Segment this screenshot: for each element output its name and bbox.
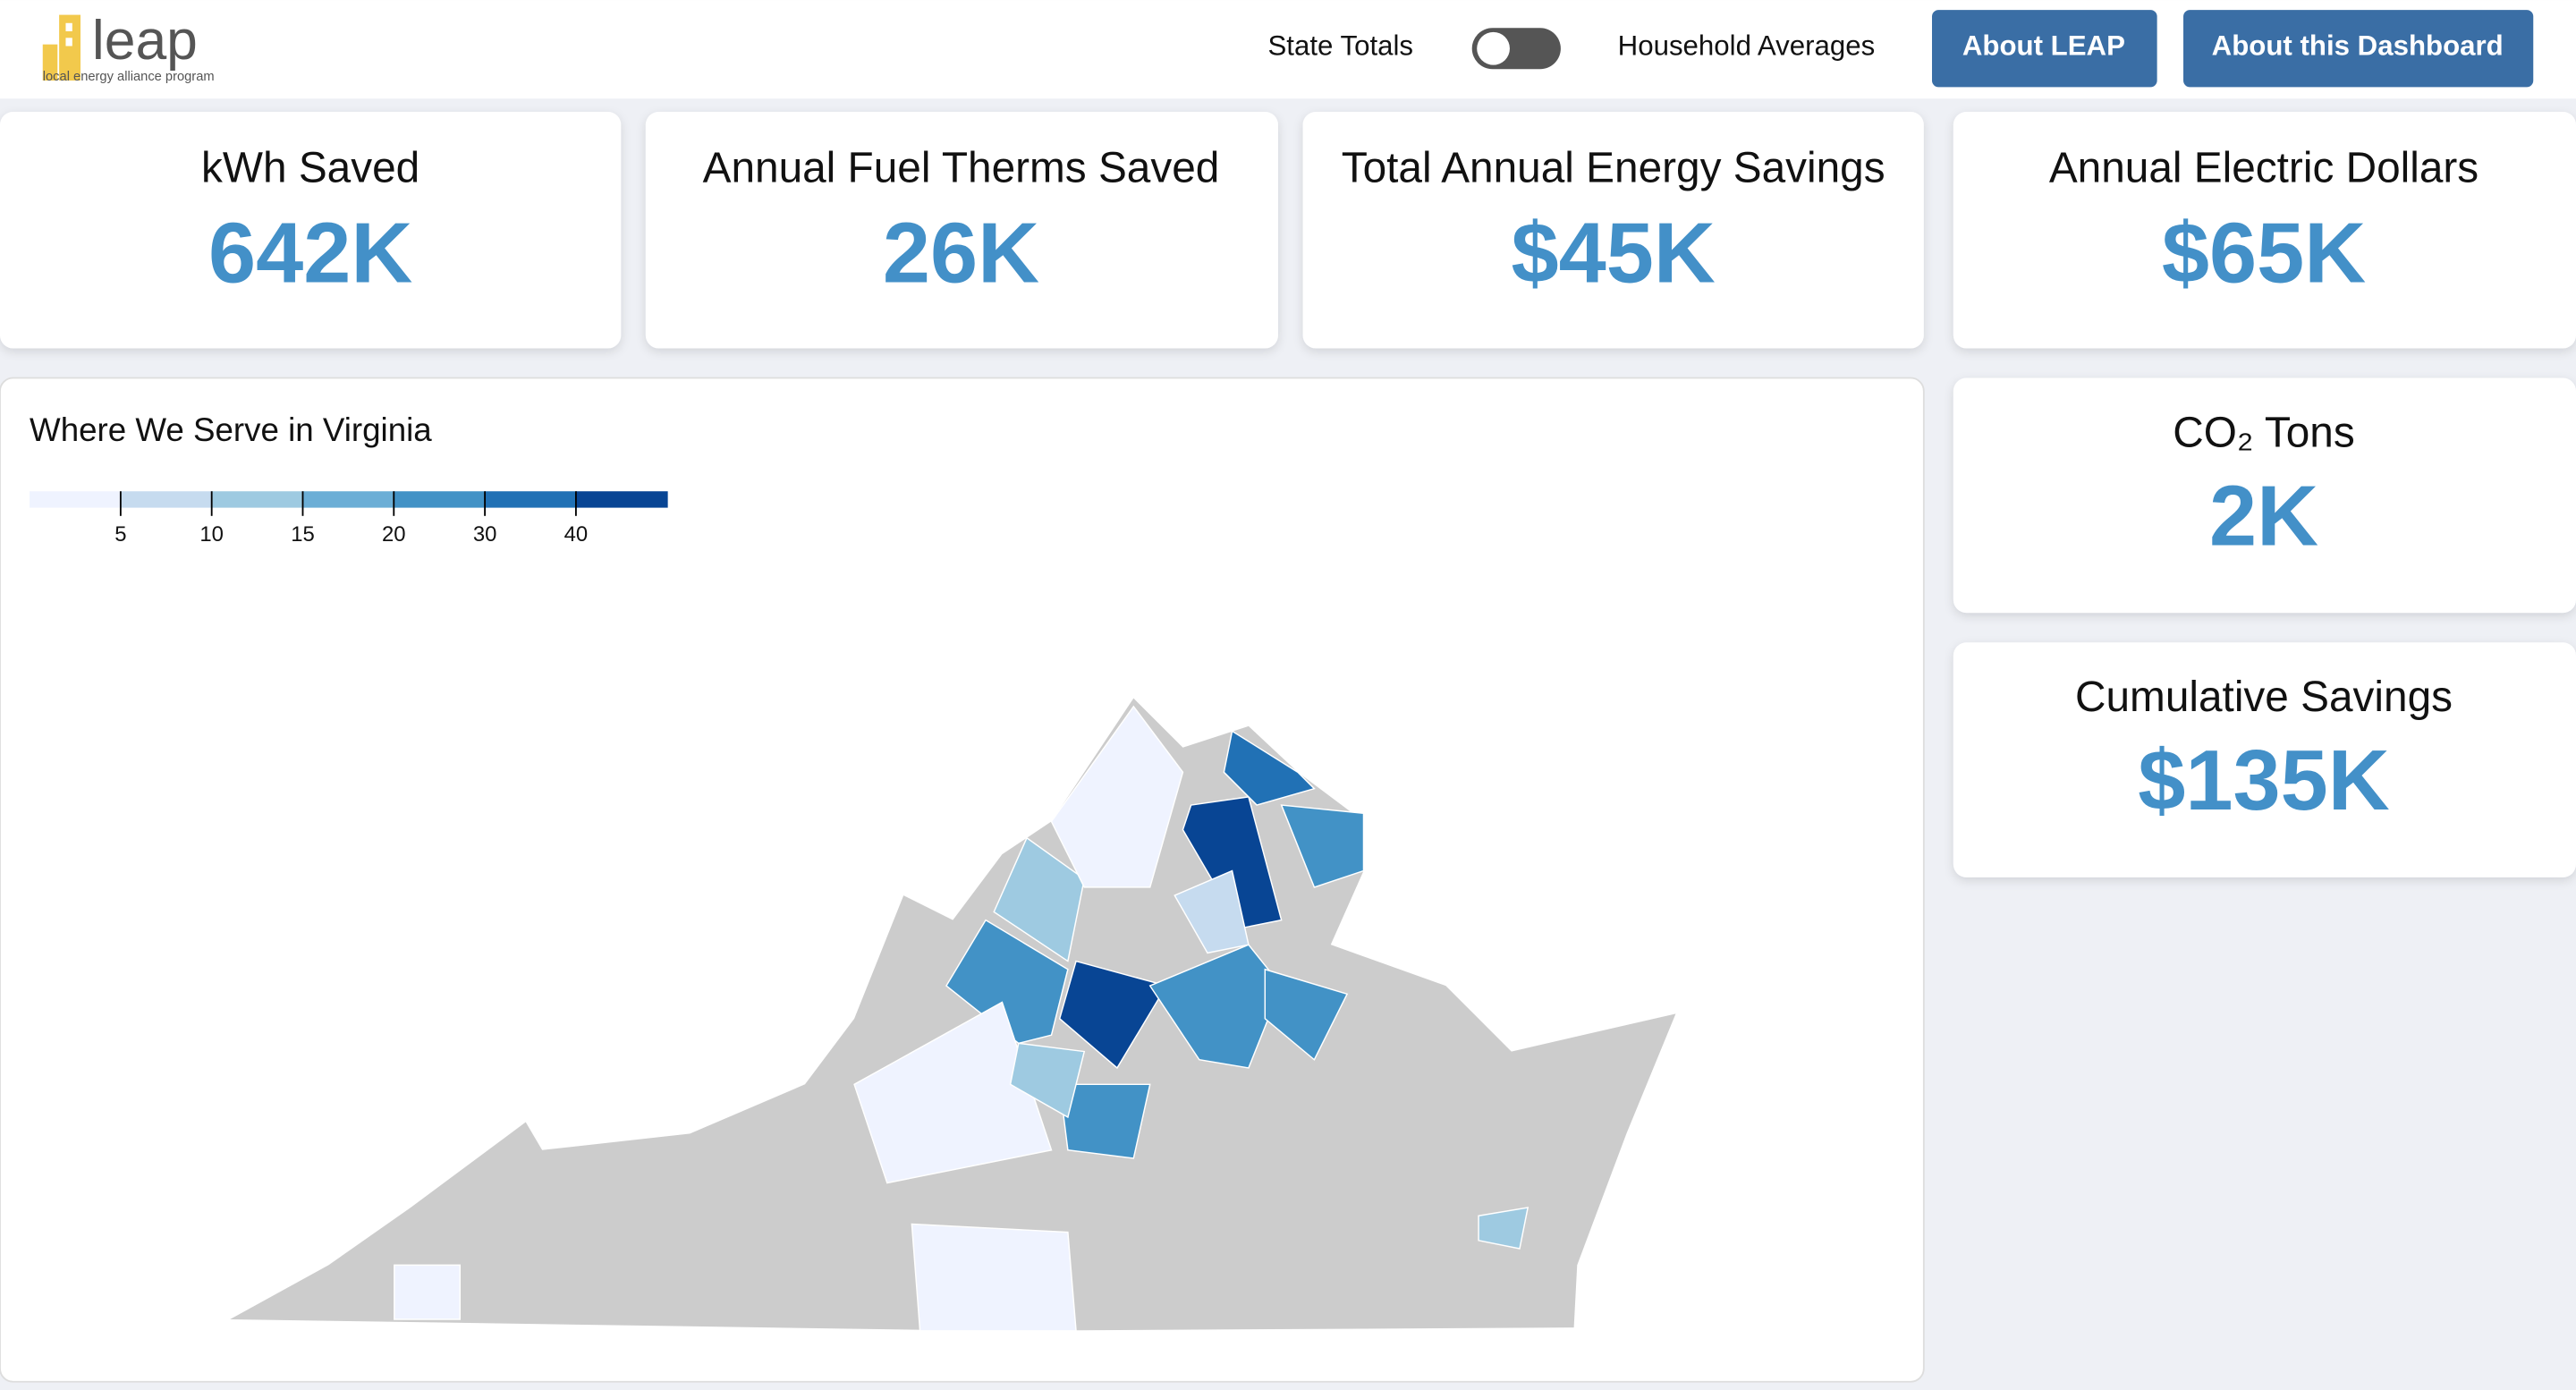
- button[interactable]: About this Dashboard: [2183, 10, 2534, 88]
- card-value: $65K: [2162, 206, 2366, 301]
- card-title: kWh Saved: [201, 145, 419, 192]
- card-value: 2K: [2209, 469, 2318, 564]
- county: [1009, 1042, 1086, 1119]
- legend-label: 5: [114, 522, 126, 547]
- card-title: Annual Fuel Therms Saved: [703, 145, 1220, 192]
- legend-swatch: [30, 491, 122, 508]
- county: [1050, 705, 1184, 888]
- legend-label: 30: [473, 522, 497, 547]
- toggle[interactable]: [1471, 28, 1561, 70]
- card: Total Annual Energy Savings $45K: [1302, 111, 1924, 349]
- county: [1182, 796, 1283, 929]
- card-value: 642K: [208, 206, 412, 301]
- county: [1058, 960, 1168, 1070]
- county: [1148, 944, 1283, 1069]
- legend-swatch: [394, 491, 487, 508]
- legend-label: 20: [382, 522, 406, 547]
- legend-swatch: [211, 491, 304, 508]
- legend: 5 10 15 20 30 40: [30, 491, 668, 547]
- regions: [394, 705, 1530, 1332]
- card-value: 26K: [883, 206, 1039, 301]
- legend-swatch: [485, 491, 577, 508]
- card-title: Cumulative Savings: [2075, 674, 2453, 721]
- card-title: CO₂ Tons: [2173, 409, 2354, 456]
- toggle-label: Household Averages: [1618, 30, 1876, 62]
- button[interactable]: About LEAP: [1932, 10, 2157, 88]
- logo: leap local energy alliance program: [42, 9, 215, 84]
- county: [1264, 968, 1349, 1061]
- county: [1223, 730, 1316, 806]
- county: [1058, 1083, 1151, 1159]
- legend-label: 15: [291, 522, 315, 547]
- card-value: $135K: [2138, 733, 2389, 828]
- button-label: About this Dashboard: [2212, 30, 2504, 62]
- map-card: Where We Serve in Virginia 5 10 15 20 30 40: [0, 377, 1925, 1383]
- county: [1280, 804, 1365, 888]
- logo-text: leap: [92, 9, 198, 72]
- tagline: local energy alliance program: [43, 70, 215, 84]
- legend-label: 10: [199, 522, 224, 547]
- card: Cumulative Savings $135K: [1953, 642, 2576, 877]
- county: [911, 1223, 1077, 1332]
- card-title: Total Annual Energy Savings: [1342, 145, 1885, 192]
- toggle-label: State Totals: [1267, 30, 1413, 62]
- card: CO₂ Tons 2K: [1953, 377, 2576, 614]
- legend-swatch: [302, 491, 395, 508]
- card-value: $45K: [1512, 206, 1716, 301]
- county: [1174, 869, 1250, 954]
- legend-swatch: [120, 491, 213, 508]
- county: [394, 1264, 462, 1320]
- county: [1478, 1207, 1530, 1250]
- county: [853, 1001, 1053, 1184]
- card: Annual Electric Dollars $65K: [1953, 111, 2576, 349]
- button-label: About LEAP: [1962, 30, 2125, 62]
- legend-label: 40: [564, 522, 589, 547]
- card: Annual Fuel Therms Saved 26K: [645, 111, 1278, 349]
- card: kWh Saved 642K: [0, 111, 622, 349]
- map-title: Where We Serve in Virginia: [30, 411, 432, 448]
- card-title: Annual Electric Dollars: [2049, 145, 2479, 192]
- legend-swatch: [575, 491, 668, 508]
